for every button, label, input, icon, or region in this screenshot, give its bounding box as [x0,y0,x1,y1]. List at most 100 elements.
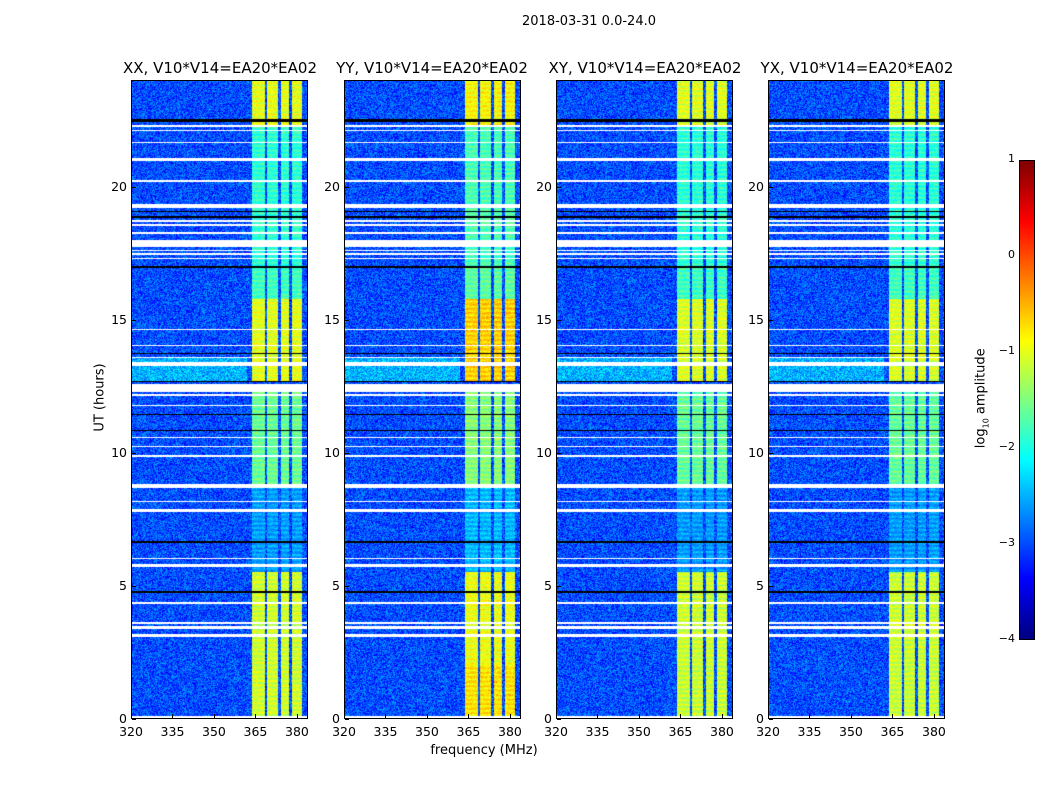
y-tick-label: 10 [536,444,552,460]
y-tick-label: 15 [324,311,340,327]
x-tick-label: 335 [373,724,398,739]
x-tick-label: 320 [332,724,356,739]
colorbar-label-rest: amplitude [973,348,989,419]
x-tick-label: 365 [456,724,481,739]
x-tick-mark [933,714,935,718]
x-tick-label: 380 [710,724,734,739]
colorbar-tick-label: −2 [998,440,1015,453]
y-tick-label: 0 [544,711,552,726]
y-tick-mark [345,186,349,188]
colorbar-tick-label: 1 [1008,152,1015,165]
x-tick-mark [892,714,894,718]
x-tick-mark [509,714,511,718]
x-tick-label: 350 [839,724,863,739]
x-tick-mark [255,714,257,718]
y-tick-label: 10 [748,444,764,460]
panel-title-xx: XX, V10*V14=EA20*EA02 [122,59,317,77]
x-tick-label: 350 [202,724,226,739]
x-tick-label: 335 [797,724,822,739]
figure-title: 2018-03-31 0.0-24.0 [522,14,656,29]
y-tick-label: 20 [536,178,552,194]
heatmap-canvas-yy [345,81,520,718]
y-tick-label: 10 [111,444,127,460]
x-tick-label: 320 [756,724,780,739]
x-tick-mark [638,714,640,718]
y-tick-mark [557,452,561,454]
colorbar-label-sub: 10 [981,418,991,429]
y-axis-label: UT (hours) [92,363,108,432]
y-tick-mark [132,452,136,454]
y-tick-label: 15 [111,311,127,327]
y-tick-label: 0 [756,711,764,726]
y-tick-label: 15 [748,311,764,327]
heatmap-yy [344,80,521,719]
y-tick-mark [769,719,773,720]
y-tick-mark [345,452,349,454]
x-tick-mark [468,714,470,718]
y-tick-label: 5 [756,577,764,593]
x-tick-mark [721,714,723,718]
x-tick-label: 335 [585,724,610,739]
y-tick-label: 0 [119,711,127,726]
heatmap-canvas-xy [557,81,732,718]
y-tick-mark [345,585,349,587]
x-axis-label: frequency (MHz) [430,743,538,758]
y-tick-label: 5 [119,577,127,593]
y-tick-mark [132,719,136,720]
x-tick-label: 380 [285,724,309,739]
x-tick-mark [426,714,428,718]
colorbar-tick-label: −4 [998,632,1015,645]
panel-title-xy: XY, V10*V14=EA20*EA02 [548,59,742,77]
x-tick-mark [172,714,174,718]
heatmap-xx [131,80,308,719]
y-tick-label: 20 [111,178,127,194]
x-tick-mark [296,714,298,718]
y-tick-mark [345,319,349,321]
x-tick-label: 320 [544,724,568,739]
x-tick-label: 350 [627,724,651,739]
x-tick-mark [768,714,769,718]
y-tick-mark [557,719,561,720]
panel-title-yx: YX, V10*V14=EA20*EA02 [760,59,954,77]
y-tick-label: 0 [332,711,340,726]
x-tick-label: 365 [880,724,905,739]
x-tick-mark [597,714,599,718]
x-tick-mark [680,714,682,718]
heatmap-canvas-xx [132,81,307,718]
y-tick-mark [769,585,773,587]
x-tick-mark [809,714,811,718]
y-tick-label: 15 [536,311,552,327]
x-tick-label: 365 [243,724,268,739]
x-tick-label: 350 [415,724,439,739]
y-tick-label: 20 [748,178,764,194]
colorbar-tick-label: −3 [998,536,1015,549]
x-tick-mark [131,714,132,718]
y-tick-label: 10 [324,444,340,460]
y-tick-mark [557,319,561,321]
y-tick-mark [557,186,561,188]
x-tick-mark [556,714,557,718]
panel-title-yy: YY, V10*V14=EA20*EA02 [336,59,528,77]
x-tick-mark [344,714,345,718]
heatmap-yx [768,80,945,719]
y-tick-label: 20 [324,178,340,194]
x-tick-label: 380 [498,724,522,739]
colorbar-tick-label: 0 [1008,248,1015,261]
y-tick-mark [132,186,136,188]
x-tick-mark [213,714,215,718]
y-tick-mark [132,585,136,587]
colorbar-gradient [1020,161,1034,639]
x-tick-label: 380 [922,724,946,739]
x-tick-label: 335 [160,724,185,739]
x-tick-mark [385,714,387,718]
x-tick-mark [850,714,852,718]
heatmap-xy [556,80,733,719]
colorbar-tick-label: −1 [998,344,1015,357]
y-tick-label: 5 [332,577,340,593]
colorbar [1019,160,1035,640]
y-tick-mark [769,186,773,188]
y-tick-mark [132,319,136,321]
y-tick-mark [557,585,561,587]
y-tick-mark [769,319,773,321]
